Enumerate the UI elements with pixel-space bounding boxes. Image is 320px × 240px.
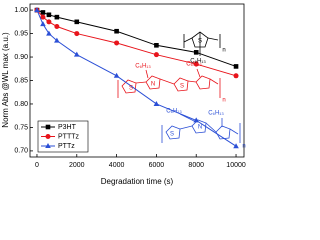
marker xyxy=(40,21,46,27)
ring xyxy=(195,75,211,90)
structures xyxy=(117,31,241,143)
bond xyxy=(183,37,193,43)
structure-label: N xyxy=(151,82,155,88)
ring xyxy=(173,77,189,92)
x-tick-label: 2000 xyxy=(69,162,85,169)
marker xyxy=(114,28,119,34)
marker xyxy=(40,14,46,20)
marker xyxy=(45,134,51,139)
y-axis-title: Norm Abs @WL max (a.u.) xyxy=(1,32,10,128)
marker xyxy=(193,50,199,55)
marker xyxy=(46,12,52,18)
marker xyxy=(54,24,60,30)
x-tick-label: 6000 xyxy=(149,162,165,169)
marker xyxy=(193,117,200,123)
x-tick-label: 10000 xyxy=(226,162,246,169)
marker xyxy=(113,72,120,78)
marker xyxy=(34,7,40,13)
ring xyxy=(121,79,137,94)
y-tick-label: 0.70 xyxy=(14,148,28,155)
structure-label: S xyxy=(129,86,133,92)
bracket xyxy=(183,34,221,48)
structure-label: N xyxy=(198,125,202,131)
structure-label: C₆H₁₃ xyxy=(186,62,202,68)
structure-label: C₆H₁₃ xyxy=(208,111,224,117)
x-axis-title: Degradation time (s) xyxy=(101,177,174,186)
legend-label: PTTz xyxy=(58,143,75,150)
chart: Degradation time (s) Norm Abs @WL max (a… xyxy=(1,3,246,186)
y-tick-label: 0.85 xyxy=(14,77,28,84)
y-tick-label: 1.00 xyxy=(14,7,28,14)
marker xyxy=(54,14,60,20)
marker xyxy=(153,52,159,58)
bracket xyxy=(161,123,241,143)
x-tick-label: 4000 xyxy=(109,162,125,169)
structure-label: n xyxy=(242,144,245,150)
bond xyxy=(179,113,239,135)
marker xyxy=(233,73,239,79)
bracket xyxy=(117,78,221,98)
marker xyxy=(114,40,120,46)
x-tick-label: 8000 xyxy=(188,162,204,169)
marker xyxy=(74,19,80,25)
structure-label: n xyxy=(222,48,225,54)
structure-label: C₆H₁₃ xyxy=(166,109,182,115)
structure-label: S xyxy=(198,39,202,45)
y-tick-label: 0.80 xyxy=(14,101,28,108)
y-tick-label: 0.95 xyxy=(14,30,28,37)
marker xyxy=(40,10,46,15)
marker xyxy=(45,124,51,130)
structure-label: S xyxy=(170,132,174,138)
structure-label: C₆H₁₃ xyxy=(135,64,151,70)
legend-label: P3HT xyxy=(58,124,77,131)
marker xyxy=(153,100,160,106)
marker xyxy=(73,51,80,57)
marker xyxy=(233,64,239,69)
legend-label: PTTTz xyxy=(58,133,79,140)
bond xyxy=(135,68,219,85)
marker xyxy=(45,143,51,148)
marker xyxy=(46,19,52,25)
x-tick-label: 0 xyxy=(35,162,39,169)
marker xyxy=(46,30,52,36)
marker xyxy=(233,143,239,149)
marker xyxy=(154,43,159,48)
series-line xyxy=(36,9,237,67)
marker xyxy=(74,31,80,37)
marker xyxy=(54,37,60,43)
y-tick-label: 0.75 xyxy=(14,124,28,131)
marker xyxy=(193,61,199,67)
y-tick-label: 0.90 xyxy=(14,54,28,61)
bond xyxy=(207,37,219,41)
structure-label: S xyxy=(180,84,184,90)
structure-label: C₆H₁₃ xyxy=(190,59,206,65)
ring xyxy=(191,31,209,48)
ring xyxy=(145,75,161,90)
ring xyxy=(215,125,231,140)
structure-label: n xyxy=(222,98,225,104)
ring xyxy=(165,125,181,140)
